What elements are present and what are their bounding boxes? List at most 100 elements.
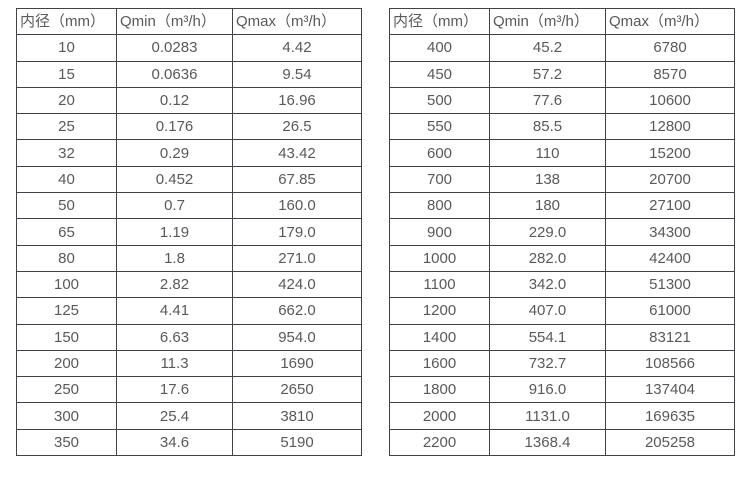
table-cell: 0.12 [116,86,233,115]
table-cell: 400 [389,34,490,62]
table-cell: 800 [389,192,490,220]
table-row: 1100 342.0 51300 [389,270,735,299]
table-body: 400 45.2 6780 450 57.2 8570 500 77.6 10600 550 85.… [389,34,735,457]
table-cell: 80 [16,244,117,272]
table-cell: 137404 [605,376,735,404]
table-cell: 16.96 [232,86,362,115]
table-cell: 2.82 [116,270,233,299]
table-body: 10 0.0283 4.42 15 0.0636 9.54 20 0.12 16.96 25 0.1… [16,34,362,457]
table-cell: 43.42 [232,139,362,167]
flow-table-large-diameter: 内径（mm） Qmin（m³/h） Qmax（m³/h） 400 45.2 6780 45… [389,7,735,457]
table-row: 300 25.4 3810 [16,402,362,430]
table-row: 125 4.41 662.0 [16,297,362,325]
table-cell: 6.63 [116,323,233,351]
table-cell: 1.19 [116,218,233,246]
table-cell: 32 [16,139,117,167]
table-cell: 61000 [605,297,735,325]
table-cell: 662.0 [232,297,362,325]
table-header-row: 内径（mm） Qmin（m³/h） Qmax（m³/h） [16,7,362,36]
table-cell: 700 [389,165,490,194]
table-cell: 450 [389,60,490,88]
table-cell: 125 [16,297,117,325]
table-cell: 5190 [232,428,362,457]
table-cell: 169635 [605,402,735,430]
table-row: 32 0.29 43.42 [16,139,362,167]
table-row: 1800 916.0 137404 [389,376,735,404]
table-cell: 282.0 [489,244,606,272]
table-cell: 11.3 [116,349,233,378]
table-row: 10 0.0283 4.42 [16,34,362,62]
table-cell: 9.54 [232,60,362,88]
table-cell: 100 [16,270,117,299]
table-cell: 42400 [605,244,735,272]
table-cell: 200 [16,349,117,378]
table-cell: 2200 [389,428,490,457]
table-row: 450 57.2 8570 [389,60,735,88]
table-cell: 554.1 [489,323,606,351]
table-cell: 550 [389,113,490,141]
table-row: 25 0.176 26.5 [16,113,362,141]
table-cell: 954.0 [232,323,362,351]
table-cell: 1131.0 [489,402,606,430]
table-cell: 25 [16,113,117,141]
table-row: 150 6.63 954.0 [16,323,362,351]
column-header: 内径（mm） [389,7,490,36]
table-cell: 10600 [605,86,735,115]
table-cell: 34300 [605,218,735,246]
table-cell: 0.7 [116,192,233,220]
table-cell: 34.6 [116,428,233,457]
table-header-row: 内径（mm） Qmin（m³/h） Qmax（m³/h） [389,7,735,36]
table-cell: 1000 [389,244,490,272]
table-cell: 150 [16,323,117,351]
table-cell: 179.0 [232,218,362,246]
table-cell: 271.0 [232,244,362,272]
table-cell: 57.2 [489,60,606,88]
table-cell: 4.42 [232,34,362,62]
table-cell: 2650 [232,376,362,404]
table-row: 50 0.7 160.0 [16,192,362,220]
table-cell: 0.176 [116,113,233,141]
table-cell: 6780 [605,34,735,62]
table-row: 15 0.0636 9.54 [16,60,362,88]
table-row: 1000 282.0 42400 [389,244,735,272]
table-cell: 407.0 [489,297,606,325]
table-cell: 110 [489,139,606,167]
table-cell: 229.0 [489,218,606,246]
table-row: 400 45.2 6780 [389,34,735,62]
table-row: 1600 732.7 108566 [389,349,735,378]
column-header: Qmin（m³/h） [489,7,606,36]
table-row: 500 77.6 10600 [389,86,735,115]
table-cell: 600 [389,139,490,167]
table-cell: 67.85 [232,165,362,194]
table-cell: 350 [16,428,117,457]
table-cell: 77.6 [489,86,606,115]
table-cell: 424.0 [232,270,362,299]
table-cell: 12800 [605,113,735,141]
table-cell: 205258 [605,428,735,457]
table-row: 550 85.5 12800 [389,113,735,141]
table-cell: 900 [389,218,490,246]
table-header: 内径（mm） Qmin（m³/h） Qmax（m³/h） [16,7,362,36]
table-cell: 1690 [232,349,362,378]
table-cell: 1800 [389,376,490,404]
flow-table-small-diameter: 内径（mm） Qmin（m³/h） Qmax（m³/h） 10 0.0283 4.42 1… [16,7,362,457]
table-cell: 0.0636 [116,60,233,88]
table-cell: 4.41 [116,297,233,325]
table-row: 900 229.0 34300 [389,218,735,246]
table-cell: 1100 [389,270,490,299]
table-row: 800 180 27100 [389,192,735,220]
table-cell: 0.29 [116,139,233,167]
table-cell: 342.0 [489,270,606,299]
table-cell: 138 [489,165,606,194]
column-header: Qmin（m³/h） [116,7,233,36]
table-cell: 250 [16,376,117,404]
table-row: 100 2.82 424.0 [16,270,362,299]
table-cell: 25.4 [116,402,233,430]
table-header: 内径（mm） Qmin（m³/h） Qmax（m³/h） [389,7,735,36]
table-row: 200 11.3 1690 [16,349,362,378]
table-cell: 17.6 [116,376,233,404]
table-row: 20 0.12 16.96 [16,86,362,115]
table-cell: 40 [16,165,117,194]
column-header: Qmax（m³/h） [232,7,362,36]
table-cell: 0.452 [116,165,233,194]
